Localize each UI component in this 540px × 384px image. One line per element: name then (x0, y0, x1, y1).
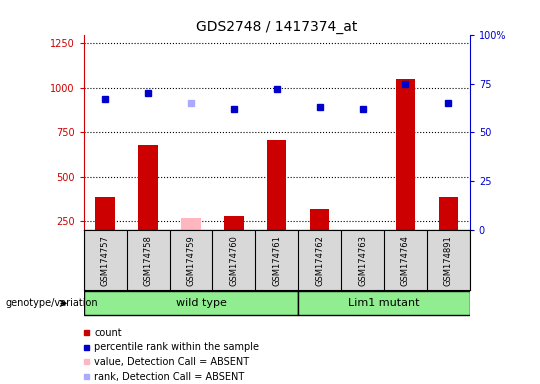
Text: GSM174757: GSM174757 (100, 235, 110, 286)
Bar (267, 140, 286, 230)
Text: GSM174763: GSM174763 (358, 235, 367, 286)
Text: Lim1 mutant: Lim1 mutant (348, 298, 420, 308)
Text: value, Detection Call = ABSENT: value, Detection Call = ABSENT (94, 357, 249, 367)
Bar (396, 79, 415, 230)
Text: GSM174761: GSM174761 (272, 235, 281, 286)
Text: GSM174891: GSM174891 (444, 235, 453, 286)
Text: percentile rank within the sample: percentile rank within the sample (94, 342, 259, 353)
Text: GSM174762: GSM174762 (315, 235, 324, 286)
Bar (353, 230, 372, 261)
Text: count: count (94, 328, 122, 338)
FancyBboxPatch shape (84, 291, 298, 316)
Text: genotype/variation: genotype/variation (5, 298, 98, 308)
Bar (96, 197, 115, 230)
Text: GSM174764: GSM174764 (401, 235, 410, 286)
Text: rank, Detection Call = ABSENT: rank, Detection Call = ABSENT (94, 371, 244, 382)
FancyBboxPatch shape (298, 291, 470, 316)
Text: GSM174759: GSM174759 (186, 235, 195, 286)
Text: GSM174760: GSM174760 (230, 235, 238, 286)
Title: GDS2748 / 1417374_at: GDS2748 / 1417374_at (196, 20, 357, 33)
Bar (181, 218, 200, 230)
Bar (224, 216, 244, 230)
Text: wild type: wild type (176, 298, 227, 308)
Bar (310, 209, 329, 230)
Text: GSM174758: GSM174758 (144, 235, 153, 286)
Bar (138, 145, 158, 230)
Bar (438, 197, 458, 230)
